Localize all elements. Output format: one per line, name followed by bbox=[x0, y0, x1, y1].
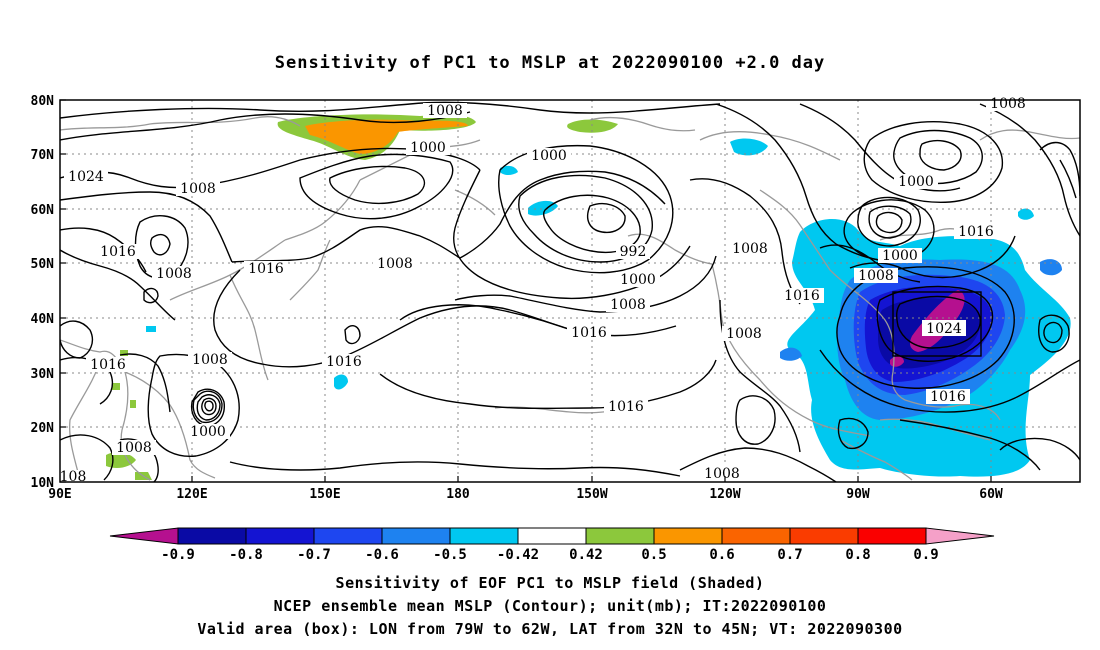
contour-label: 1008 bbox=[377, 256, 413, 272]
lon-label: 120W bbox=[709, 487, 740, 502]
contour-label: 1008 bbox=[427, 103, 463, 119]
colorbar-label: -0.6 bbox=[365, 547, 399, 563]
contour-label: 1016 bbox=[784, 288, 820, 304]
lat-label: 30N bbox=[31, 367, 55, 382]
caption-line-2: NCEP ensemble mean MSLP (Contour); unit(… bbox=[274, 597, 827, 615]
lat-label: 10N bbox=[31, 476, 55, 491]
colorbar-label: 0.9 bbox=[913, 547, 938, 563]
lat-label: 80N bbox=[31, 94, 55, 109]
lon-label: 60W bbox=[979, 487, 1003, 502]
contour-label: 1000 bbox=[620, 272, 656, 288]
map-panel: 1008 1008 1000 1000 1024 1008 1000 1016 … bbox=[31, 94, 1081, 502]
colorbar-label: -0.7 bbox=[297, 547, 331, 563]
colorbar-segment bbox=[313, 527, 383, 545]
colorbar-right-triangle bbox=[925, 527, 995, 545]
colorbar-segment bbox=[585, 527, 655, 545]
contour-label: 1016 bbox=[248, 261, 284, 277]
contour-label: 1000 bbox=[410, 140, 446, 156]
contour-label: 1008 bbox=[704, 466, 740, 482]
contour-label: 1016 bbox=[326, 354, 362, 370]
contour-label: 992 bbox=[620, 244, 647, 260]
caption-line-3: Valid area (box): LON from 79W to 62W, L… bbox=[197, 620, 902, 638]
colorbar-segment bbox=[177, 527, 247, 545]
contour-label: 1000 bbox=[190, 424, 226, 440]
colorbar-label: -0.8 bbox=[229, 547, 263, 563]
contour-label: 1016 bbox=[608, 399, 644, 415]
contour-label: 1024 bbox=[68, 169, 104, 185]
valid-area-box bbox=[892, 291, 982, 357]
contour-label: 1008 bbox=[156, 266, 192, 282]
lat-label: 40N bbox=[31, 312, 55, 327]
caption-line-1: Sensitivity of EOF PC1 to MSLP field (Sh… bbox=[336, 574, 765, 592]
colorbar-label: -0.42 bbox=[497, 547, 539, 563]
colorbar-segment bbox=[857, 527, 927, 545]
colorbar-label: 0.8 bbox=[845, 547, 870, 563]
colorbar-segment bbox=[789, 527, 859, 545]
colorbar-segment bbox=[245, 527, 315, 545]
colorbar-left-triangle bbox=[109, 527, 179, 545]
colorbar-label: 0.6 bbox=[709, 547, 734, 563]
latitude-labels: 80N 70N 60N 50N 40N 30N 20N 10N bbox=[31, 94, 55, 491]
lon-label: 150E bbox=[309, 487, 340, 502]
map-frame bbox=[59, 99, 1081, 483]
contour-label: 1008 bbox=[610, 297, 646, 313]
colorbar-segment bbox=[721, 527, 791, 545]
figure-title: Sensitivity of PC1 to MSLP at 2022090100… bbox=[275, 53, 826, 73]
contour-label: 1016 bbox=[958, 224, 994, 240]
contour-label: 1008 bbox=[990, 96, 1026, 112]
contour-label: 1008 bbox=[858, 268, 894, 284]
contour-label: 1016 bbox=[100, 244, 136, 260]
contour-label: 1000 bbox=[898, 174, 934, 190]
contour-label: 1000 bbox=[882, 248, 918, 264]
colorbar-segment bbox=[449, 527, 519, 545]
longitude-labels: 90E 120E 150E 180 150W 120W 90W 60W bbox=[48, 487, 1003, 502]
lon-label: 180 bbox=[446, 487, 470, 502]
colorbar-segment bbox=[381, 527, 451, 545]
colorbar-label: -0.9 bbox=[161, 547, 195, 563]
colorbar: -0.9 -0.8 -0.7 -0.6 -0.5 -0.42 0.42 0.5 0.6 0.7 0.… bbox=[109, 527, 995, 563]
colorbar-label: 0.5 bbox=[641, 547, 666, 563]
colorbar-segment bbox=[517, 527, 587, 545]
lon-label: 120E bbox=[176, 487, 207, 502]
colorbar-label: 0.42 bbox=[569, 547, 603, 563]
contour-label: 108 bbox=[60, 469, 87, 485]
lon-label: 150W bbox=[576, 487, 607, 502]
contour-label: 1008 bbox=[180, 181, 216, 197]
contour-label: 1016 bbox=[930, 389, 966, 405]
lon-label: 90E bbox=[48, 487, 71, 502]
contour-label: 1008 bbox=[192, 352, 228, 368]
colorbar-label: 0.7 bbox=[777, 547, 802, 563]
lon-label: 90W bbox=[846, 487, 870, 502]
colorbar-segment bbox=[653, 527, 723, 545]
contour-label: 1008 bbox=[726, 326, 762, 342]
lat-label: 70N bbox=[31, 148, 55, 163]
lat-label: 50N bbox=[31, 257, 55, 272]
axis-ticks bbox=[60, 99, 992, 483]
contour-label: 1016 bbox=[90, 357, 126, 373]
lat-label: 60N bbox=[31, 203, 55, 218]
contour-label: 1008 bbox=[116, 440, 152, 456]
colorbar-label: -0.5 bbox=[433, 547, 467, 563]
contour-label: 1016 bbox=[571, 325, 607, 341]
lat-label: 20N bbox=[31, 421, 55, 436]
contour-label: 1024 bbox=[926, 321, 962, 337]
contour-label: 1000 bbox=[531, 148, 567, 164]
contour-label: 1008 bbox=[732, 241, 768, 257]
